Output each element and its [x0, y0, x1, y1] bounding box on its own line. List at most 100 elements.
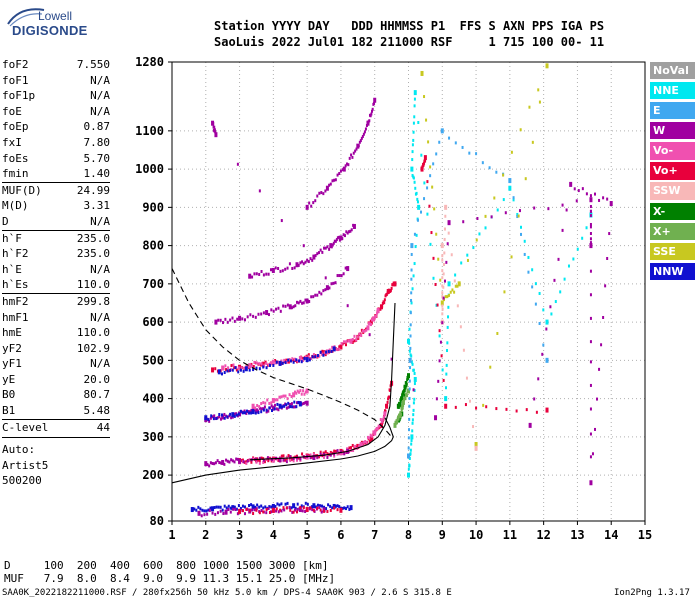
echo-point	[231, 368, 234, 372]
echo-point	[261, 361, 265, 367]
echo-point	[454, 284, 457, 288]
echo-point	[305, 507, 309, 513]
echo-point	[316, 354, 319, 358]
echo-point	[230, 364, 233, 368]
param-value: 44	[96, 420, 110, 434]
echo-point	[221, 459, 225, 465]
y-tick-label: 1000	[135, 162, 164, 176]
echo-point	[416, 218, 419, 222]
legend-item: Vo+	[650, 162, 695, 180]
echo-point	[432, 256, 435, 260]
echo-point	[408, 387, 411, 391]
echo-point	[338, 238, 341, 242]
echo-point	[236, 512, 239, 516]
echo-point	[434, 283, 437, 287]
y-tick-label: 200	[142, 468, 164, 482]
echo-point	[269, 510, 272, 514]
echo-point	[524, 177, 527, 181]
param-label: foEs	[2, 151, 29, 165]
echo-point	[346, 339, 349, 343]
echo-point	[411, 362, 414, 366]
echo-point	[535, 410, 538, 414]
echo-point	[273, 407, 276, 411]
echo-point	[272, 309, 275, 313]
echo-point	[345, 230, 348, 234]
echo-point	[221, 365, 225, 371]
echo-point	[589, 232, 592, 236]
echo-point	[567, 264, 570, 268]
echo-point	[231, 505, 235, 511]
echo-point	[296, 300, 299, 304]
echo-point	[414, 192, 417, 196]
echo-point	[335, 238, 338, 242]
echo-point	[328, 286, 331, 290]
echo-point	[368, 333, 371, 337]
echo-point	[282, 304, 285, 308]
legend-item: E	[650, 102, 695, 120]
echo-point	[456, 304, 459, 308]
echo-point	[230, 416, 233, 420]
x-tick-label: 1	[168, 528, 175, 542]
echo-point	[314, 254, 317, 258]
echo-point	[296, 359, 299, 363]
echo-point	[279, 508, 282, 512]
echo-point	[349, 338, 353, 344]
echo-point	[545, 407, 549, 413]
echo-point	[589, 480, 593, 486]
echo-point	[197, 505, 200, 509]
echo-point	[258, 367, 261, 371]
echo-point	[235, 368, 238, 372]
y-tick-label: 80	[150, 514, 164, 528]
echo-point	[258, 511, 261, 515]
echo-point	[274, 398, 277, 402]
echo-point	[373, 101, 376, 105]
echo-point	[305, 400, 309, 406]
param-value: 102.9	[76, 341, 110, 355]
echo-point	[350, 446, 353, 450]
legend-item: SSW	[650, 182, 695, 200]
echo-point	[408, 428, 411, 432]
echo-point	[311, 455, 314, 459]
echo-point	[448, 136, 451, 140]
echo-point	[398, 414, 401, 418]
echo-point	[296, 507, 299, 511]
echo-point	[312, 295, 315, 299]
echo-point	[386, 291, 389, 295]
echo-point	[371, 437, 374, 441]
profile-curve	[249, 302, 396, 461]
echo-point	[484, 214, 487, 218]
echo-point	[399, 402, 402, 406]
echo-point	[265, 366, 268, 370]
param-value: N/A	[90, 89, 110, 103]
echo-point	[411, 150, 414, 154]
echo-point	[285, 360, 288, 364]
echo-point	[351, 338, 354, 342]
echo-point	[322, 192, 325, 196]
legend: NoVal NNE E W Vo- Vo+ SSW X- X+ SSE NNW	[650, 62, 695, 283]
echo-point	[377, 424, 380, 428]
echo-point	[355, 338, 358, 342]
param-label: hmF1	[2, 310, 29, 324]
echo-point	[589, 455, 592, 459]
echo-point	[517, 214, 520, 218]
echo-point	[260, 402, 263, 406]
x-tick-label: 2	[202, 528, 209, 542]
echo-point	[387, 397, 390, 401]
echo-point	[581, 187, 584, 191]
echo-point	[397, 405, 400, 409]
echo-point	[537, 88, 540, 92]
echo-point	[268, 505, 271, 509]
echo-point	[287, 401, 290, 405]
x-tick-label: 14	[604, 528, 618, 542]
echo-point	[379, 307, 382, 311]
echo-point	[252, 364, 255, 368]
x-tick-label: 4	[270, 528, 277, 542]
echo-point	[253, 408, 256, 412]
echo-point	[267, 313, 270, 317]
echo-point	[285, 506, 288, 510]
echo-point	[309, 257, 312, 261]
echo-point	[281, 269, 284, 273]
echo-point	[206, 417, 209, 421]
echo-point	[533, 397, 536, 401]
